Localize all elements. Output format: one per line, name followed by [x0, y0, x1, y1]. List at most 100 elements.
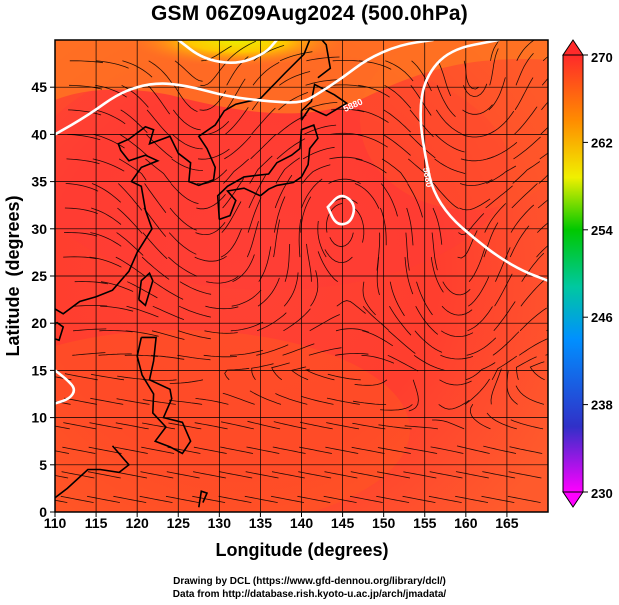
- streamline: [483, 222, 499, 258]
- streamline: [92, 158, 125, 172]
- streamline: [247, 420, 281, 430]
- credit-data-source: Data from http://database.rish.kyoto-u.a…: [172, 589, 447, 600]
- streamline: [206, 276, 239, 284]
- streamline: [282, 343, 315, 356]
- streamline: [468, 248, 486, 282]
- streamline: [519, 307, 547, 332]
- y-axis: 0 5 10 15 20 25 30 35 40 45: [31, 79, 55, 520]
- streamline: [100, 305, 134, 312]
- streamline: [64, 207, 98, 214]
- streamline: [278, 92, 309, 111]
- streamline: [382, 134, 411, 156]
- streamline: [193, 446, 227, 454]
- y-tick-label: 10: [31, 410, 47, 426]
- x-axis-label: Longitude (degrees): [215, 540, 388, 560]
- streamline: [352, 422, 386, 430]
- streamline: [69, 60, 104, 64]
- streamline: [203, 354, 237, 358]
- streamline: [225, 78, 246, 111]
- streamline: [65, 183, 99, 192]
- streamline: [275, 157, 301, 184]
- streamline: [55, 475, 69, 479]
- streamline: [118, 183, 143, 211]
- streamline: [416, 281, 433, 316]
- streamline: [520, 279, 546, 307]
- streamline: [329, 156, 363, 161]
- streamline: [309, 314, 340, 332]
- streamline: [172, 109, 201, 131]
- streamline: [62, 446, 96, 454]
- streamline: [388, 330, 416, 354]
- streamline: [279, 71, 311, 86]
- streamline: [74, 281, 108, 285]
- y-tick-label: 40: [31, 126, 47, 142]
- streamline: [299, 421, 333, 430]
- streamline: [224, 135, 252, 160]
- height-contour: [176, 40, 279, 65]
- streamline: [508, 471, 542, 479]
- streamline: [413, 354, 445, 371]
- streamline: [256, 344, 289, 356]
- streamline: [355, 158, 387, 174]
- x-tick-label: 135: [249, 515, 273, 531]
- streamline: [459, 198, 491, 211]
- streamline: [194, 422, 228, 430]
- streamline: [506, 370, 518, 405]
- x-tick-label: 145: [331, 515, 355, 531]
- streamline: [73, 328, 107, 332]
- streamline: [310, 270, 319, 307]
- streamline: [60, 495, 94, 503]
- streamline: [249, 155, 273, 184]
- streamline: [298, 471, 332, 479]
- y-tick-label: 35: [31, 174, 47, 190]
- streamline: [378, 424, 412, 430]
- streamline: [248, 174, 267, 209]
- y-tick-label: 0: [39, 504, 47, 520]
- streamline: [174, 60, 203, 82]
- streamline: [178, 330, 211, 340]
- streamline: [61, 471, 95, 479]
- streamline: [356, 134, 388, 148]
- streamline: [327, 373, 361, 381]
- streamline: [91, 207, 122, 225]
- streamline: [435, 134, 465, 153]
- streamline: [540, 126, 548, 135]
- streamline: [301, 178, 323, 209]
- streamline: [317, 220, 327, 258]
- streamline: [258, 246, 272, 282]
- streamline: [96, 60, 129, 69]
- streamline: [467, 306, 493, 332]
- streamline: [486, 165, 517, 184]
- streamline: [146, 109, 171, 138]
- chart-title: GSM 06Z09Aug2024 (500.0hPa): [150, 2, 469, 25]
- colorbar-tick-label: 254: [591, 223, 613, 238]
- streamline: [223, 158, 250, 184]
- streamline: [389, 305, 412, 336]
- streamline: [438, 399, 470, 410]
- streamline: [326, 203, 343, 233]
- streamline: [272, 446, 306, 454]
- streamline: [518, 338, 548, 356]
- streamline: [121, 84, 149, 108]
- streamline: [63, 422, 97, 430]
- streamline: [464, 378, 490, 405]
- streamline: [119, 134, 148, 157]
- streamline: [430, 257, 444, 293]
- streamline: [326, 397, 360, 405]
- streamline: [536, 245, 548, 258]
- streamline: [271, 471, 305, 479]
- streamline: [305, 368, 335, 381]
- streamline: [514, 106, 538, 135]
- streamline: [274, 196, 286, 233]
- streamline: [168, 232, 197, 255]
- streamline: [489, 48, 499, 86]
- streamline: [271, 362, 290, 381]
- streamline: [465, 362, 496, 381]
- colorbar-tick-label: 246: [591, 310, 613, 325]
- streamline: [290, 366, 309, 381]
- streamline: [196, 194, 226, 210]
- streamline: [437, 60, 452, 97]
- streamline: [404, 447, 438, 454]
- streamline: [222, 392, 255, 405]
- streamline: [195, 222, 226, 236]
